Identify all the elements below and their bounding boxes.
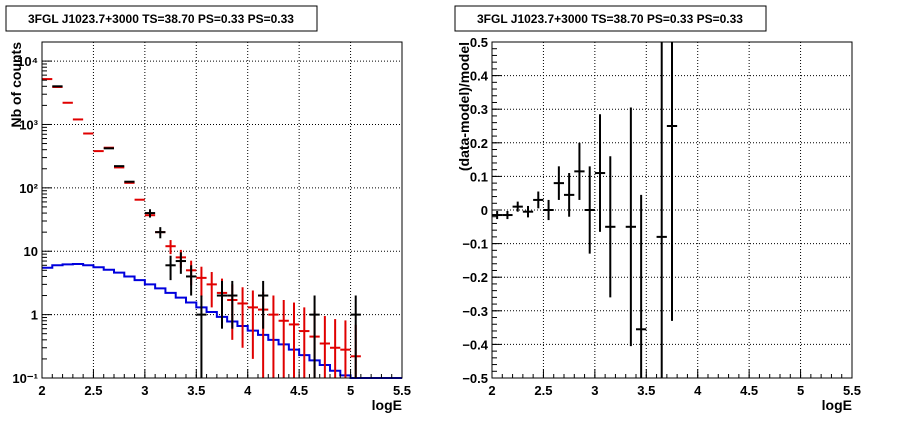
right-marks — [492, 42, 678, 378]
y-tick-label: 0.2 — [470, 136, 488, 151]
x-tick-label: 4.5 — [740, 383, 758, 398]
right-ticks: 2 2.5 3 3.5 4 4.5 5 5.5 −0.5 −0.4 −0.3 −0.2 −0.1 0 0.1… — [462, 35, 861, 398]
left-plot-frame — [41, 41, 403, 379]
y-tick-label: 0.1 — [470, 169, 488, 184]
x-tick-label: 5.5 — [393, 383, 411, 398]
y-tick-label: −0.2 — [462, 270, 488, 285]
right-panel: 2 2.5 3 3.5 4 4.5 5 5.5 −0.5 −0.4 −0.3 −0.2 −0.1 0 0.1… — [454, 5, 861, 413]
x-tick-label: 3 — [591, 383, 598, 398]
left-marks — [42, 78, 402, 379]
left-ticks: 2 2.5 3 3.5 4 4.5 5 5.5 10⁻¹ 1 10 10² 10³ 10⁴ — [12, 41, 411, 398]
y-tick-label: 1 — [31, 308, 38, 323]
x-tick-label: 5.5 — [843, 383, 861, 398]
y-tick-label: 0.4 — [470, 69, 489, 84]
left-y-axis-title: Nb of counts — [8, 42, 24, 128]
y-tick-label: −0.5 — [462, 371, 488, 386]
left-title-box — [5, 5, 318, 32]
y-tick-label: 10⁴ — [17, 54, 38, 69]
x-tick-label: 3.5 — [187, 383, 205, 398]
right-y-axis-title: (data-model)/model — [456, 42, 472, 171]
left-chart-title: 3FGL J1023.7+3000 TS=38.70 PS=0.33 PS=0.… — [28, 12, 294, 26]
x-tick-label: 2 — [488, 383, 495, 398]
right-x-axis-title: logE — [822, 397, 852, 413]
y-tick-label: 0.3 — [470, 102, 488, 117]
x-tick-label: 4 — [244, 383, 252, 398]
left-panel: 2 2.5 3 3.5 4 4.5 5 5.5 10⁻¹ 1 10 10² 10³ 10⁴ 3FGL J1… — [5, 5, 411, 413]
left-x-axis-title: logE — [372, 397, 402, 413]
x-tick-label: 2 — [38, 383, 45, 398]
y-tick-label: 10⁻¹ — [12, 371, 38, 386]
y-tick-label: 10³ — [19, 117, 38, 132]
y-tick-label: −0.3 — [462, 304, 488, 319]
y-tick-label: 0 — [481, 203, 488, 218]
x-tick-label: 5 — [347, 383, 354, 398]
y-tick-label: −0.1 — [462, 237, 488, 252]
y-tick-label: −0.4 — [462, 337, 488, 352]
y-tick-label: 10 — [24, 244, 38, 259]
x-tick-label: 3 — [141, 383, 148, 398]
background-model-line — [42, 262, 402, 379]
x-tick-label: 4 — [694, 383, 702, 398]
right-chart-title: 3FGL J1023.7+3000 TS=38.70 PS=0.33 PS=0.… — [477, 12, 743, 26]
x-tick-label: 5 — [797, 383, 804, 398]
x-tick-label: 2.5 — [534, 383, 552, 398]
x-tick-label: 3.5 — [637, 383, 655, 398]
y-tick-label: 10² — [19, 181, 38, 196]
right-title-box — [454, 5, 767, 32]
y-tick-label: 0.5 — [470, 35, 488, 50]
x-tick-label: 4.5 — [290, 383, 308, 398]
x-tick-label: 2.5 — [84, 383, 102, 398]
